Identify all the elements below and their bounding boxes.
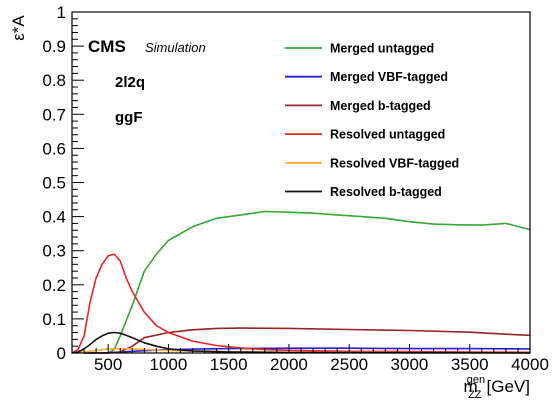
y-tick-label: 0.7 bbox=[42, 105, 66, 124]
legend-label-3: Resolved untagged bbox=[330, 128, 445, 142]
y-tick-label: 0.3 bbox=[42, 242, 66, 261]
x-axis-title: mgen ZZ [GeV] bbox=[464, 374, 530, 400]
y-tick-label: 0.9 bbox=[42, 37, 66, 56]
axis-ticks: 500 1000 1500 2000 2500 3000 3500 4000 0 0.1 0.2 0.… bbox=[42, 3, 549, 374]
series-lines bbox=[71, 210, 531, 354]
x-tick-label: 3500 bbox=[451, 355, 489, 374]
x-tick-label: 1500 bbox=[210, 355, 248, 374]
x-axis-title-unit: [GeV] bbox=[487, 377, 530, 396]
y-tick-label: 0.2 bbox=[42, 276, 66, 295]
x-axis-title-sub: ZZ bbox=[468, 389, 482, 400]
x-axis-title-sup: gen bbox=[467, 374, 485, 386]
x-tick-label: 1000 bbox=[150, 355, 188, 374]
legend-label-4: Resolved VBF-tagged bbox=[330, 156, 459, 170]
series-line-0 bbox=[84, 210, 531, 354]
y-tick-label: 0.6 bbox=[42, 139, 66, 158]
simulation-label: Simulation bbox=[145, 40, 206, 55]
channel-label: 2l2q bbox=[115, 74, 145, 91]
legend-label-1: Merged VBF-tagged bbox=[330, 70, 448, 84]
x-tick-label: 500 bbox=[94, 355, 122, 374]
series-line-2 bbox=[84, 327, 531, 354]
x-tick-label: 3000 bbox=[391, 355, 429, 374]
x-tick-label: 4000 bbox=[511, 355, 549, 374]
y-tick-label: 0 bbox=[57, 344, 66, 363]
y-tick-label: 0.1 bbox=[42, 310, 66, 329]
cms-label: CMS bbox=[88, 37, 126, 56]
series-line-3 bbox=[71, 253, 531, 354]
x-axis-title-main: m bbox=[464, 377, 478, 396]
x-tick-label: 2000 bbox=[270, 355, 308, 374]
y-tick-label: 0.5 bbox=[42, 174, 66, 193]
legend-label-0: Merged untagged bbox=[330, 42, 434, 56]
legend-label-5: Resolved b-tagged bbox=[330, 185, 442, 199]
y-tick-label: 0.8 bbox=[42, 71, 66, 90]
plot-frame bbox=[71, 11, 531, 354]
y-tick-label: 1 bbox=[57, 3, 66, 22]
legend: Merged untagged Merged VBF-tagged Merged b… bbox=[285, 42, 459, 199]
y-tick-label: 0.4 bbox=[42, 208, 66, 227]
legend-label-2: Merged b-tagged bbox=[330, 99, 431, 113]
y-axis-title: ε*A bbox=[9, 15, 28, 41]
production-label: ggF bbox=[115, 109, 143, 126]
x-tick-label: 2500 bbox=[330, 355, 368, 374]
